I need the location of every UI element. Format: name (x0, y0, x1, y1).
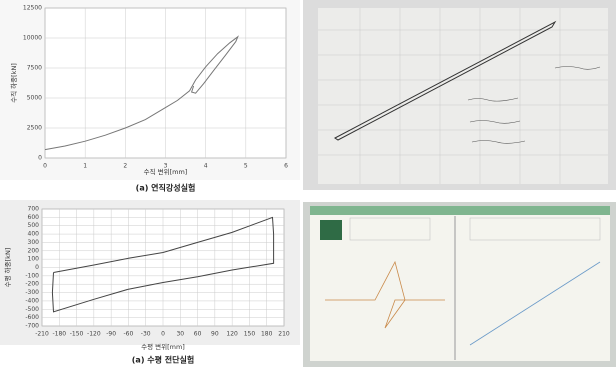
x-tick-label: -30 (141, 331, 151, 338)
x-tick-label: -210 (35, 331, 49, 338)
photo-handwritten-graph (303, 0, 616, 190)
x-tick-label: 90 (211, 331, 219, 338)
y-tick-label: -100 (25, 272, 39, 279)
x-tick-label: -90 (106, 331, 116, 338)
caption: (a) 연직강성실험 (136, 183, 196, 193)
caption: (a) 수평 전단실험 (132, 355, 194, 365)
y-tick-label: 5000 (27, 95, 42, 102)
y-tick-label: 10000 (23, 35, 42, 42)
x-tick-label: -60 (124, 331, 134, 338)
x-tick-label: 210 (278, 331, 290, 338)
x-tick-label: 120 (226, 331, 238, 338)
x-axis-label: 수직 변위[mm] (144, 167, 188, 176)
x-tick-label: 180 (261, 331, 273, 338)
y-axis-label: 수직 하중[kN] (9, 63, 18, 103)
y-tick-label: 0 (35, 264, 39, 271)
y-tick-label: 0 (38, 155, 42, 162)
y-tick-label: 12500 (23, 5, 42, 12)
x-tick-label: 6 (284, 163, 288, 170)
y-tick-label: -200 (25, 281, 39, 288)
y-tick-label: 2500 (27, 125, 42, 132)
x-tick-label: 1 (83, 163, 87, 170)
figure: 012345602500500075001000012500수직 변위[mm]수… (0, 0, 616, 367)
y-tick-label: -600 (25, 314, 39, 321)
photo-monitor-screen (303, 202, 616, 367)
page: {"chart_data": [ {"type": "line", "capti… (0, 0, 616, 367)
y-tick-label: -400 (25, 297, 39, 304)
x-tick-label: 0 (161, 331, 165, 338)
x-tick-label: 4 (204, 163, 208, 170)
y-tick-label: 300 (28, 239, 40, 246)
x-tick-label: -120 (87, 331, 101, 338)
x-tick-label: 0 (43, 163, 47, 170)
y-axis-label: 수평 하중[kN] (3, 248, 12, 288)
x-tick-label: 2 (123, 163, 127, 170)
x-tick-label: 60 (194, 331, 202, 338)
y-tick-label: 400 (28, 231, 40, 238)
y-tick-label: 700 (28, 206, 40, 213)
y-tick-label: 7500 (27, 65, 42, 72)
x-tick-label: 5 (244, 163, 248, 170)
x-tick-label: -180 (52, 331, 66, 338)
y-tick-label: 200 (28, 247, 40, 254)
y-tick-label: 600 (28, 214, 40, 221)
y-tick-label: 500 (28, 222, 40, 229)
y-tick-label: 100 (28, 256, 40, 263)
x-axis-label: 수평 변위[mm] (141, 342, 185, 351)
x-tick-label: 150 (244, 331, 256, 338)
y-tick-label: -300 (25, 289, 39, 296)
y-tick-label: -700 (25, 323, 39, 330)
y-tick-label: -500 (25, 306, 39, 313)
x-tick-label: -150 (70, 331, 84, 338)
x-tick-label: 30 (176, 331, 184, 338)
